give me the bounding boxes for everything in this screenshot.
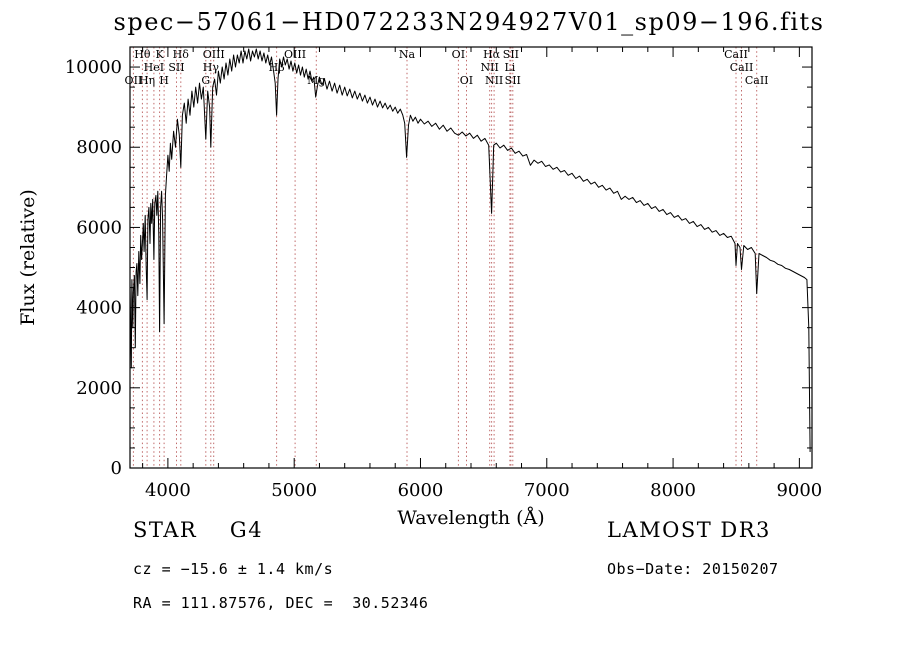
y-tick-label: 0 bbox=[111, 458, 122, 479]
spectral-marker-label: CaII bbox=[745, 74, 769, 87]
spectral-marker-label: NII bbox=[481, 61, 499, 74]
object-class-label: STAR G4 bbox=[133, 518, 264, 542]
spectral-marker-label: NII bbox=[485, 74, 503, 87]
spectral-marker-label: H bbox=[159, 74, 169, 87]
y-tick-label: 2000 bbox=[76, 378, 122, 399]
spectral-marker-label: SII bbox=[168, 61, 184, 74]
spectral-marker-label: Hθ bbox=[134, 48, 151, 61]
spectral-marker-label: Na bbox=[399, 48, 416, 61]
spectral-marker-label: OI bbox=[460, 74, 473, 87]
x-tick-label: 9000 bbox=[776, 480, 822, 501]
spectral-marker-label: G bbox=[201, 74, 210, 87]
spectral-marker-label: OIII bbox=[284, 48, 306, 61]
spectrum-trace bbox=[129, 48, 811, 453]
spectral-marker-label: Hα bbox=[483, 48, 501, 61]
spectral-marker-label: Hδ bbox=[173, 48, 190, 61]
x-axis-title: Wavelength (Å) bbox=[397, 507, 544, 529]
spectral-marker-label: SII bbox=[505, 74, 521, 87]
spectral-marker-label: Mg bbox=[307, 74, 325, 87]
y-axis-title: Flux (relative) bbox=[17, 189, 39, 326]
spectral-marker-label: Hγ bbox=[203, 61, 220, 74]
spectral-marker-label: Hβ bbox=[269, 61, 285, 74]
spectrum-plot: 4000 5000 6000 7000 8000 9000 0 2000 4000 6000 800… bbox=[17, 46, 822, 529]
spectral-marker-label: OI bbox=[452, 48, 465, 61]
x-tick-label: 7000 bbox=[524, 480, 570, 501]
x-tick-label: 8000 bbox=[650, 480, 696, 501]
radial-velocity-value: cz = −15.6 ± 1.4 km/s bbox=[133, 560, 334, 578]
spectral-marker-label: SII bbox=[503, 48, 519, 61]
survey-label: LAMOST DR3 bbox=[607, 518, 771, 542]
y-tick-label: 8000 bbox=[76, 137, 122, 158]
spectral-marker-label: Li bbox=[504, 61, 515, 74]
y-tick-label: 10000 bbox=[65, 57, 122, 78]
x-tick-label: 5000 bbox=[271, 480, 317, 501]
y-tick-label: 6000 bbox=[76, 217, 122, 238]
spectral-marker-label: OIII bbox=[203, 48, 225, 61]
plot-title: spec−57061−HD072233N294927V01_sp09−196.f… bbox=[113, 8, 825, 36]
y-tick-label: 4000 bbox=[76, 298, 122, 319]
x-tick-label: 4000 bbox=[145, 480, 191, 501]
axes-box bbox=[129, 46, 813, 469]
spectral-marker-label: CaII bbox=[724, 48, 748, 61]
spectral-marker-label: OII bbox=[125, 74, 143, 87]
spectral-marker-label: K bbox=[155, 48, 164, 61]
obs-date-value: Obs−Date: 20150207 bbox=[607, 560, 779, 578]
spectral-marker-label: Hη bbox=[139, 74, 155, 87]
spectral-marker-label: CaII bbox=[730, 61, 754, 74]
ra-dec-value: RA = 111.87576, DEC = 30.52346 bbox=[133, 594, 429, 612]
x-tick-label: 6000 bbox=[398, 480, 444, 501]
spectral-marker-label: HeI bbox=[144, 61, 164, 74]
